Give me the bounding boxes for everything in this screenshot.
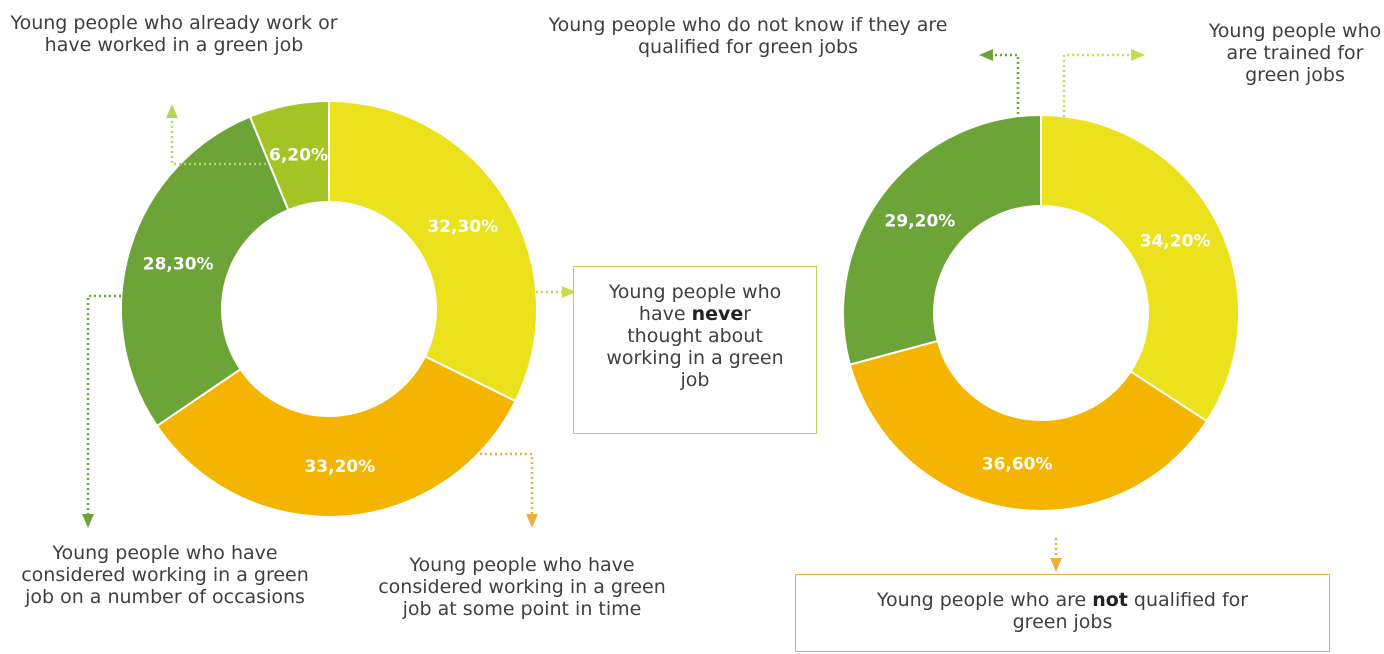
arrow-considered-many <box>82 514 94 528</box>
label-do-not-know: Young people who do not know if they are… <box>548 14 948 58</box>
arrow-trained <box>1131 49 1145 61</box>
donut2-slice-2 <box>842 113 1042 366</box>
donut1-slice-label-1: 33,20% <box>304 457 375 477</box>
leader-considered-once <box>480 452 534 514</box>
arrow-never <box>562 286 576 298</box>
label-not-qualified-bold: not <box>1092 589 1128 611</box>
donut1-slice-2 <box>120 115 290 428</box>
label-considered-once: Young people who have considered working… <box>378 554 666 620</box>
label-not-qualified: Young people who are not qualified for g… <box>795 574 1330 652</box>
leader-worked-green <box>170 118 266 166</box>
label-not-qualified-pre: Young people who are <box>876 589 1093 611</box>
label-never-post: r thought about working in a green job <box>606 303 784 391</box>
arrow-worked-green <box>166 104 178 118</box>
label-worked-green: Young people who already work or have wo… <box>10 12 338 56</box>
leader-do-not-know <box>993 53 1020 124</box>
donut1-slice-0 <box>328 99 538 403</box>
donut2-slice-label-1: 36,60% <box>982 455 1053 475</box>
label-considered-many: Young people who have considered working… <box>21 542 309 608</box>
donut1-slice-label-3: 6,20% <box>269 145 328 165</box>
donut1-slice-label-0: 32,30% <box>427 217 498 237</box>
label-never-pre: Young people who have <box>608 281 782 325</box>
label-not-qualified-post: qualified for green jobs <box>1012 589 1249 633</box>
arrow-do-not-know <box>979 49 993 61</box>
label-never-bold: neve <box>691 303 744 325</box>
arrow-considered-once <box>526 514 538 528</box>
leader-trained <box>1062 53 1131 122</box>
donut1-slice-3 <box>248 99 330 212</box>
donut-chart-career-intentions: 32,30% 33,20% 28,30% 6,20% <box>120 99 538 518</box>
label-trained: Young people who are trained for green j… <box>1208 20 1382 86</box>
donut-chart-qualification: 34,20% 36,60% 29,20% <box>842 113 1240 512</box>
donut2-slice-0 <box>1040 113 1240 423</box>
arrow-not-qualified <box>1050 558 1062 572</box>
donut1-slice-1 <box>155 355 517 518</box>
donut2-slice-label-0: 34,20% <box>1140 231 1211 251</box>
label-never-thought: Young people who have never thought abou… <box>573 266 817 434</box>
donut2-slice-1 <box>848 339 1209 512</box>
donut1-slice-label-2: 28,30% <box>143 255 214 275</box>
donut2-slice-label-2: 29,20% <box>885 211 956 231</box>
leader-lines <box>82 49 1145 572</box>
